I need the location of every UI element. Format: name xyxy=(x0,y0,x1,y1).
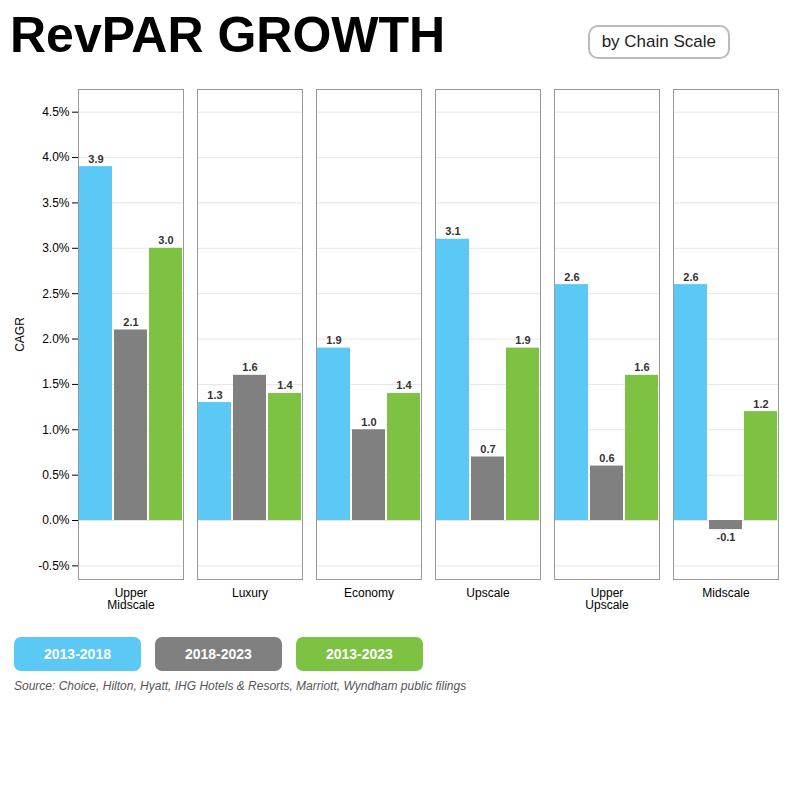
svg-text:1.9: 1.9 xyxy=(515,334,530,346)
svg-text:1.4: 1.4 xyxy=(277,379,293,391)
svg-text:Upscale: Upscale xyxy=(466,586,510,600)
svg-text:2.0%: 2.0% xyxy=(42,332,70,346)
svg-text:CAGR: CAGR xyxy=(13,317,27,352)
svg-text:Midscale: Midscale xyxy=(702,586,750,600)
svg-text:4.0%: 4.0% xyxy=(42,150,70,164)
svg-text:1.2: 1.2 xyxy=(753,398,768,410)
svg-text:4.5%: 4.5% xyxy=(42,105,70,119)
svg-text:-0.1: -0.1 xyxy=(717,531,736,543)
svg-text:Economy: Economy xyxy=(344,586,394,600)
svg-text:1.5%: 1.5% xyxy=(42,377,70,391)
svg-text:0.7: 0.7 xyxy=(480,443,495,455)
svg-text:0.6: 0.6 xyxy=(599,452,614,464)
svg-text:3.0%: 3.0% xyxy=(42,241,70,255)
svg-text:Luxury: Luxury xyxy=(232,586,268,600)
svg-text:1.9: 1.9 xyxy=(326,334,341,346)
svg-text:1.0%: 1.0% xyxy=(42,423,70,437)
svg-text:0.5%: 0.5% xyxy=(42,468,70,482)
html-text:2013-2018: 2013-2018 xyxy=(44,646,111,662)
svg-text:3.1: 3.1 xyxy=(445,225,460,237)
svg-text:3.5%: 3.5% xyxy=(42,196,70,210)
html-text:2013-2023: 2013-2023 xyxy=(325,646,393,662)
svg-text:3.9: 3.9 xyxy=(88,153,103,165)
svg-text:2.6: 2.6 xyxy=(564,271,579,283)
svg-text:1.4: 1.4 xyxy=(396,379,412,391)
svg-text:UpperUpscale: UpperUpscale xyxy=(585,586,629,612)
svg-text:3.0: 3.0 xyxy=(158,234,173,246)
svg-text:2.6: 2.6 xyxy=(683,271,698,283)
svg-text:1.6: 1.6 xyxy=(634,361,649,373)
svg-text:0.0%: 0.0% xyxy=(42,513,70,527)
svg-text:-0.5%: -0.5% xyxy=(38,559,70,573)
html-text:RevPAR GROWTH: RevPAR GROWTH xyxy=(10,7,446,63)
html-text:2018-2023: 2018-2023 xyxy=(185,646,252,662)
html-text:by Chain Scale: by Chain Scale xyxy=(601,32,716,51)
svg-text:1.6: 1.6 xyxy=(242,361,257,373)
svg-text:2.5%: 2.5% xyxy=(42,287,70,301)
svg-text:UpperMidscale: UpperMidscale xyxy=(107,586,155,612)
html-text:Source: Choice, Hilton, Hyatt,: Source: Choice, Hilton, Hyatt, IHG Hotel… xyxy=(14,679,467,693)
svg-text:1.0: 1.0 xyxy=(361,416,376,428)
svg-text:2.1: 2.1 xyxy=(123,316,138,328)
svg-text:1.3: 1.3 xyxy=(207,389,222,401)
